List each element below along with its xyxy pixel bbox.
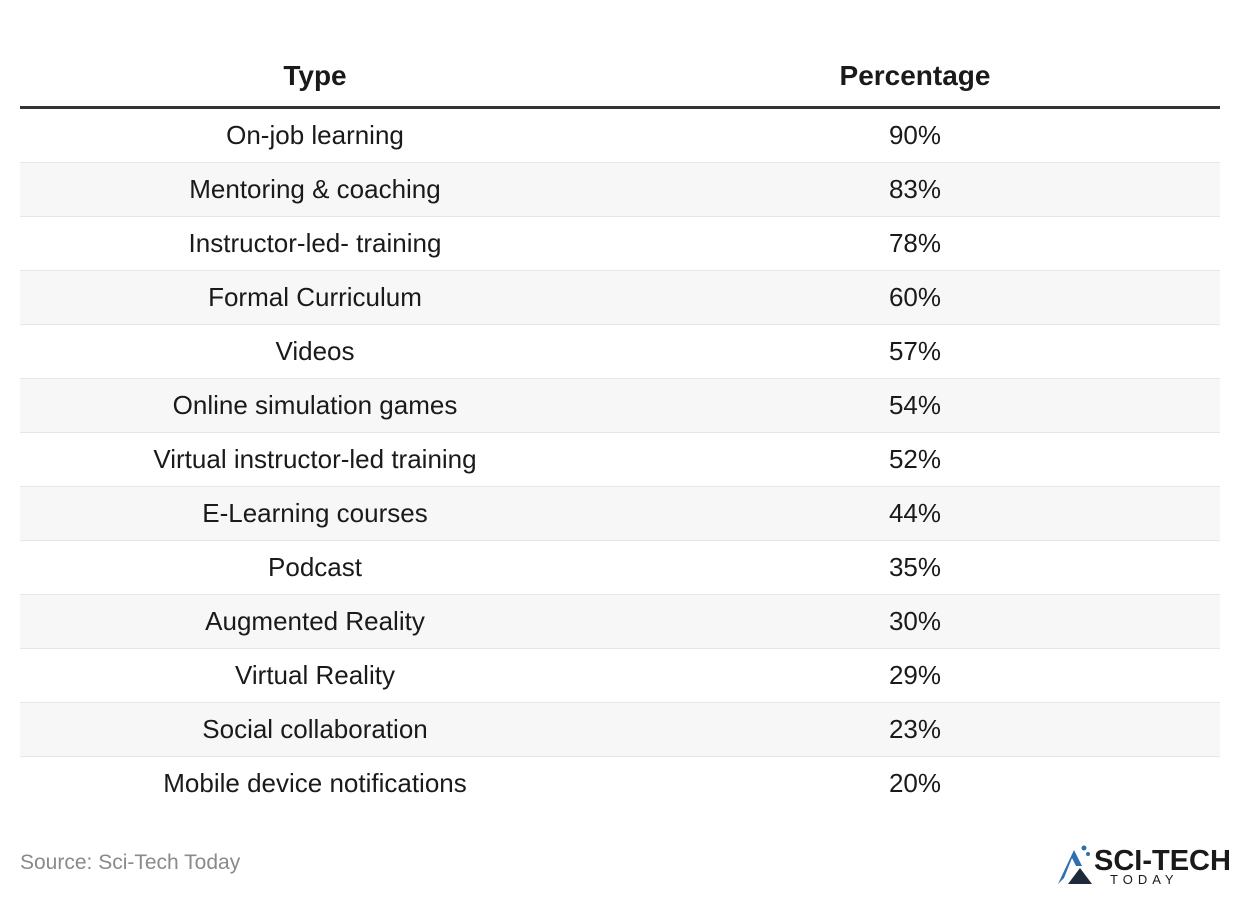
table-cell: 54% (610, 378, 1220, 433)
table-row: Videos 57% (20, 324, 1220, 379)
table-cell: 60% (610, 270, 1220, 325)
table-cell: 44% (610, 486, 1220, 541)
table-cell: 20% (888, 768, 942, 798)
table-row: Instructor-led- training 78% (20, 216, 1220, 271)
table-cell: 35% (610, 540, 1220, 595)
table-cell: 57% (610, 324, 1220, 379)
table-cell: 90% (610, 107, 1220, 163)
table-cell: 30% (610, 594, 1220, 649)
table-row: Mentoring & coaching 83% (20, 162, 1220, 217)
table-cell: Mentoring & coaching (20, 162, 610, 217)
table-cell: Social collaboration (20, 702, 610, 757)
table-row: Mobile device notifications 20% (20, 757, 1220, 811)
logo-subtext: TODAY (1110, 872, 1179, 887)
table-cell: Augmented Reality (20, 594, 610, 649)
logo-icon (1081, 845, 1087, 851)
table-row: Podcast 35% (20, 540, 1220, 595)
table-row: Virtual instructor-led training 52% (20, 432, 1220, 487)
table-cell: On-job learning (20, 107, 610, 163)
table-row: Augmented Reality 30% (20, 594, 1220, 649)
table-row: Social collaboration 23% (20, 702, 1220, 757)
table-cell: Virtual Reality (20, 648, 610, 703)
table-row: Formal Curriculum 60% (20, 270, 1220, 325)
table-cell: Virtual instructor-led training (20, 432, 610, 487)
logo-text: SCI-TECH (1094, 845, 1231, 877)
column-header: Percentage (610, 46, 1220, 109)
column-header: Type (20, 46, 610, 109)
table-cell: E-Learning courses (20, 486, 610, 541)
table-cell: 83% (610, 162, 1220, 217)
table-row: On-job learning 90% (20, 107, 1220, 163)
data-table: Type Percentage On-job learning 90% Mentori… (20, 46, 1220, 810)
table-row: E-Learning courses 44% (20, 486, 1220, 541)
table-cell: Mobile device notifications (163, 768, 467, 798)
table-cell: Instructor-led- training (20, 216, 610, 271)
header-row: Type Percentage (20, 46, 1220, 109)
table-cell: Online simulation games (20, 378, 610, 433)
table-body: On-job learning 90% Mentoring & coaching 83… (20, 107, 1220, 811)
table-cell: Formal Curriculum (20, 270, 610, 325)
logo-icon (1058, 850, 1082, 884)
table-cell: 52% (610, 432, 1220, 487)
logo: SCI-TECH TODAY (1058, 845, 1231, 887)
table-row: Online simulation games 54% (20, 378, 1220, 433)
table-cell: 29% (610, 648, 1220, 703)
logo-icon (1068, 868, 1092, 884)
table-cell: 23% (610, 702, 1220, 757)
table-cell: 78% (610, 216, 1220, 271)
table-row: Virtual Reality 29% (20, 648, 1220, 703)
table-cell: Podcast (20, 540, 610, 595)
table-cell: Videos (20, 324, 610, 379)
logo-icon (1086, 852, 1090, 856)
source-note: Source: Sci-Tech Today (20, 851, 241, 874)
